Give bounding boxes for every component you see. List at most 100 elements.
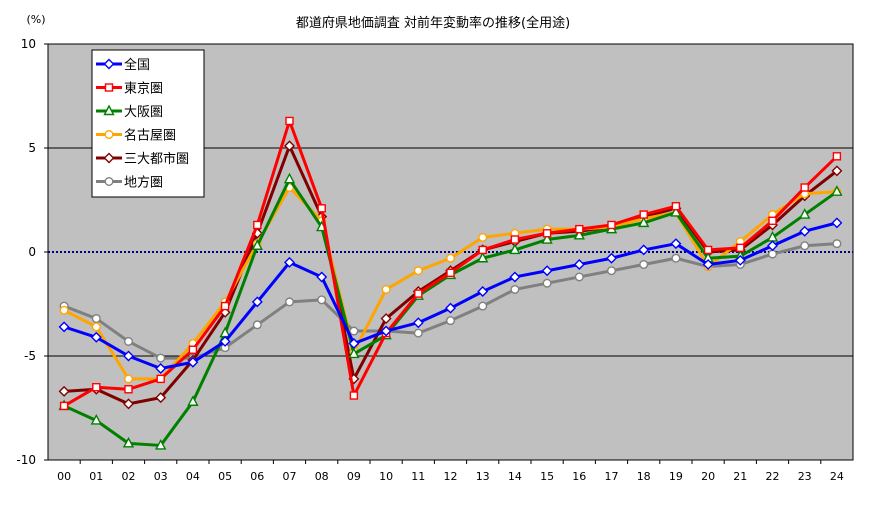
data-point	[542, 278, 552, 288]
data-point	[671, 253, 681, 263]
data-point	[413, 328, 423, 338]
x-tick-label: 19	[669, 470, 683, 483]
data-point	[155, 438, 167, 450]
data-point	[285, 297, 295, 307]
x-tick-label: 20	[701, 470, 715, 483]
data-point	[349, 326, 359, 336]
x-tick-label: 22	[766, 470, 780, 483]
data-point	[187, 356, 199, 368]
data-point	[736, 243, 745, 253]
y-tick-label: 5	[28, 141, 36, 155]
data-point	[412, 317, 424, 329]
data-point	[285, 116, 294, 126]
y-tick-label: 10	[21, 37, 36, 51]
x-tick-label: 00	[57, 470, 71, 483]
legend-item: 名古屋圏	[96, 128, 176, 144]
x-tick-label: 02	[122, 470, 136, 483]
x-tick-label: 10	[379, 470, 393, 483]
x-tick-label: 16	[572, 470, 586, 483]
data-point	[768, 249, 778, 259]
data-point	[123, 398, 134, 410]
data-point	[510, 235, 520, 244]
data-point	[542, 229, 552, 238]
data-point	[251, 239, 263, 250]
data-point	[800, 183, 809, 192]
data-point	[831, 185, 843, 196]
data-point	[509, 271, 521, 283]
x-tick-label: 06	[250, 470, 264, 483]
data-point	[155, 392, 167, 404]
data-point	[90, 413, 102, 425]
data-point	[768, 216, 777, 226]
data-point	[734, 254, 746, 266]
x-tick-label: 09	[347, 470, 361, 483]
legend-label: 大阪圏	[124, 105, 163, 120]
data-point	[155, 362, 167, 374]
data-point	[478, 232, 488, 242]
x-tick-label: 21	[733, 470, 747, 483]
data-point	[123, 336, 133, 346]
x-tick-label: 15	[540, 470, 554, 483]
x-tick-label: 24	[830, 470, 844, 483]
data-point	[187, 395, 199, 406]
data-point	[381, 284, 391, 294]
data-point	[349, 391, 359, 400]
data-point	[800, 241, 810, 251]
data-point	[104, 176, 114, 186]
data-point	[638, 216, 650, 228]
data-point	[639, 259, 649, 269]
data-point	[219, 335, 231, 347]
data-point	[541, 233, 553, 244]
data-point	[317, 295, 327, 305]
data-point	[703, 245, 713, 255]
y-tick-label: -5	[24, 349, 36, 363]
data-point	[91, 322, 101, 332]
legend-label: 東京圏	[124, 81, 163, 97]
data-point	[670, 238, 682, 250]
x-tick-label: 08	[315, 470, 329, 483]
data-point	[156, 374, 165, 384]
data-point	[639, 210, 648, 219]
data-point	[832, 239, 842, 249]
data-point	[58, 321, 70, 333]
data-point	[478, 301, 488, 311]
data-point	[104, 129, 114, 139]
data-point	[767, 240, 778, 252]
legend-item: 全国	[96, 57, 150, 73]
data-point	[702, 258, 714, 270]
data-point	[316, 271, 328, 283]
data-point	[123, 374, 133, 384]
data-point	[220, 301, 230, 311]
data-point	[104, 83, 114, 92]
data-point	[477, 286, 489, 298]
data-point	[92, 383, 101, 392]
data-point	[156, 353, 166, 363]
data-point	[445, 302, 456, 314]
series-group	[58, 116, 843, 450]
data-point	[831, 217, 843, 229]
legend-item: 地方圏	[96, 175, 163, 191]
y-axis-ticks: 10 5 0 -5 -10	[16, 37, 48, 467]
data-point	[253, 220, 262, 230]
data-point	[575, 224, 584, 234]
data-point	[509, 243, 521, 255]
x-tick-label: 05	[218, 470, 232, 483]
data-point	[799, 208, 811, 219]
data-point	[252, 320, 262, 330]
data-point	[832, 152, 842, 161]
data-point	[59, 305, 69, 315]
data-point	[573, 258, 585, 270]
data-point	[283, 172, 296, 184]
data-point	[478, 245, 487, 255]
data-point	[103, 152, 115, 164]
x-tick-label: 12	[444, 470, 458, 483]
data-point	[799, 225, 811, 237]
x-tick-label: 11	[411, 470, 425, 483]
series-1	[59, 116, 842, 411]
data-point	[91, 314, 101, 324]
data-point	[446, 253, 456, 263]
data-point	[510, 284, 520, 294]
series-0	[58, 217, 843, 374]
